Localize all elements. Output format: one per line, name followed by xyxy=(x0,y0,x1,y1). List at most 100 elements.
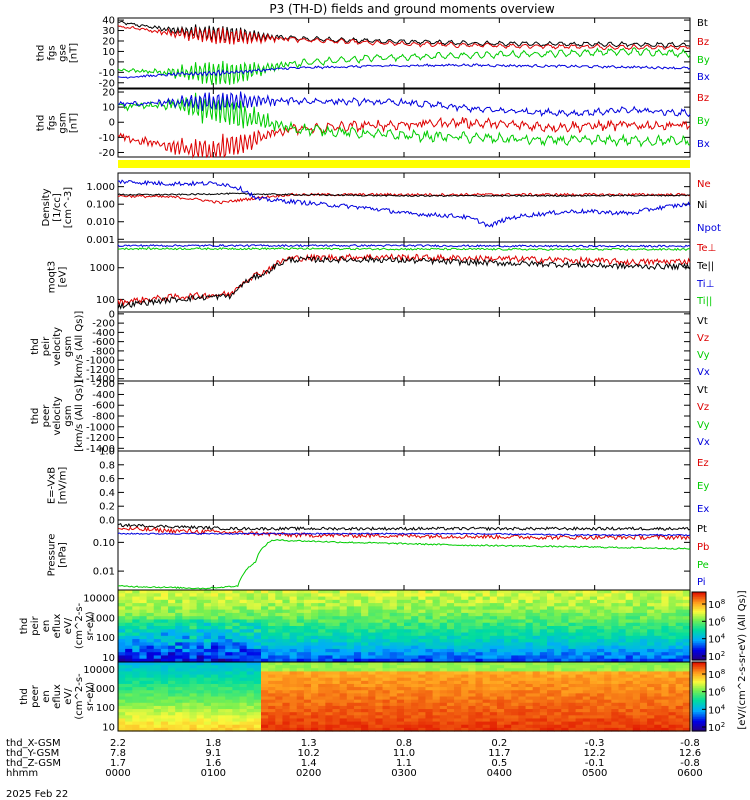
heatmap-cell xyxy=(268,705,276,710)
heatmap-cell xyxy=(132,655,141,660)
figure-title: P3 (TH-D) fields and ground moments over… xyxy=(269,2,554,16)
heatmap-cell xyxy=(468,590,477,594)
heatmap-cell xyxy=(547,721,555,726)
heatmap-cell xyxy=(146,699,155,704)
heatmap-cell xyxy=(282,696,291,701)
heatmap-cell xyxy=(196,606,205,611)
heatmap-cell xyxy=(303,724,312,729)
heatmap-cell xyxy=(353,677,362,682)
heatmap-cell xyxy=(668,724,677,729)
heatmap-cell xyxy=(196,683,205,688)
heatmap-cell xyxy=(589,724,598,729)
heatmap-cell xyxy=(518,645,527,650)
heatmap-cell xyxy=(611,715,620,720)
heatmap-cell xyxy=(561,645,570,650)
heatmap-cell xyxy=(232,626,241,630)
heatmap-cell xyxy=(318,705,326,710)
heatmap-cell xyxy=(561,619,570,624)
heatmap-cell xyxy=(625,599,634,604)
heatmap-cell xyxy=(496,680,505,685)
heatmap-cell xyxy=(203,662,212,666)
heatmap-cell xyxy=(268,709,276,713)
heatmap-cell xyxy=(225,639,233,643)
heatmap-cell xyxy=(275,632,284,637)
heatmap-cell xyxy=(475,622,484,627)
colorbar-cell xyxy=(692,643,706,646)
heatmap-cell xyxy=(346,709,355,713)
heatmap-cell xyxy=(575,709,584,713)
y-axis-label-line: [km/s (All Qs)] xyxy=(74,380,85,452)
heatmap-cell xyxy=(289,629,298,634)
heatmap-cell xyxy=(504,718,512,723)
heatmap-cell xyxy=(654,683,662,688)
heatmap-cell xyxy=(253,683,262,688)
heatmap-cell xyxy=(661,671,670,676)
heatmap-cell xyxy=(654,715,662,720)
heatmap-cell xyxy=(468,727,477,732)
heatmap-cell xyxy=(225,642,233,647)
heatmap-cell xyxy=(296,645,305,650)
heatmap-cell xyxy=(389,609,398,614)
heatmap-cell xyxy=(361,606,369,611)
heatmap-cell xyxy=(661,593,670,598)
heatmap-cell xyxy=(232,635,241,640)
heatmap-cell xyxy=(261,724,269,729)
heatmap-cell xyxy=(568,712,577,716)
heatmap-cell xyxy=(375,635,384,640)
heatmap-cell xyxy=(668,690,677,694)
heatmap-cell xyxy=(647,709,655,713)
heatmap-cell xyxy=(325,699,334,704)
heatmap-cell xyxy=(632,683,641,688)
heatmap-cell xyxy=(203,599,212,604)
heatmap-cell xyxy=(639,648,648,653)
heatmap-cell xyxy=(618,693,627,698)
heatmap-cell xyxy=(168,727,176,732)
heatmap-cell xyxy=(647,721,655,726)
heatmap-cell xyxy=(489,603,498,607)
heatmap-cell xyxy=(647,693,655,698)
colorbar-cell xyxy=(692,641,706,644)
heatmap-cell xyxy=(647,609,655,614)
heatmap-cell xyxy=(532,642,541,647)
heatmap-cell xyxy=(547,690,555,694)
heatmap-cell xyxy=(446,693,455,698)
heatmap-cell xyxy=(253,658,262,663)
heatmap-cell xyxy=(203,596,212,601)
y-tick-label: 100 xyxy=(96,295,115,306)
heatmap-cell xyxy=(139,718,148,723)
y-tick-label: 1000 xyxy=(90,263,115,274)
heatmap-cell xyxy=(339,635,348,640)
heatmap-cell xyxy=(632,635,641,640)
heatmap-cell xyxy=(439,609,448,614)
colorbar-tick-base: 10 xyxy=(708,617,721,628)
heatmap-cell xyxy=(210,635,219,640)
heatmap-cell xyxy=(296,709,305,713)
heatmap-cell xyxy=(125,687,133,691)
heatmap-cell xyxy=(375,674,384,679)
heatmap-cell xyxy=(489,639,498,643)
heatmap-cell xyxy=(282,632,291,637)
heatmap-cell xyxy=(511,635,519,640)
heatmap-cell xyxy=(232,642,241,647)
heatmap-cell xyxy=(353,687,362,691)
heatmap-cell xyxy=(446,658,455,663)
heatmap-cell xyxy=(568,702,577,707)
heatmap-cell xyxy=(675,677,684,682)
heatmap-cell xyxy=(168,687,176,691)
heatmap-cell xyxy=(275,709,284,713)
heatmap-cell xyxy=(396,696,405,701)
heatmap-cell xyxy=(239,645,248,650)
heatmap-cell xyxy=(532,645,541,650)
heatmap-cell xyxy=(575,696,584,701)
legend-label: Ti|| xyxy=(696,296,712,307)
heatmap-cell xyxy=(654,705,662,710)
heatmap-cell xyxy=(146,665,155,669)
heatmap-cell xyxy=(582,609,591,614)
heatmap-cell xyxy=(182,645,191,650)
heatmap-cell xyxy=(175,687,183,691)
heatmap-cell xyxy=(525,655,534,660)
heatmap-cell xyxy=(475,677,484,682)
heatmap-cell xyxy=(182,715,191,720)
heatmap-cell xyxy=(325,645,334,650)
heatmap-cell xyxy=(496,596,505,601)
